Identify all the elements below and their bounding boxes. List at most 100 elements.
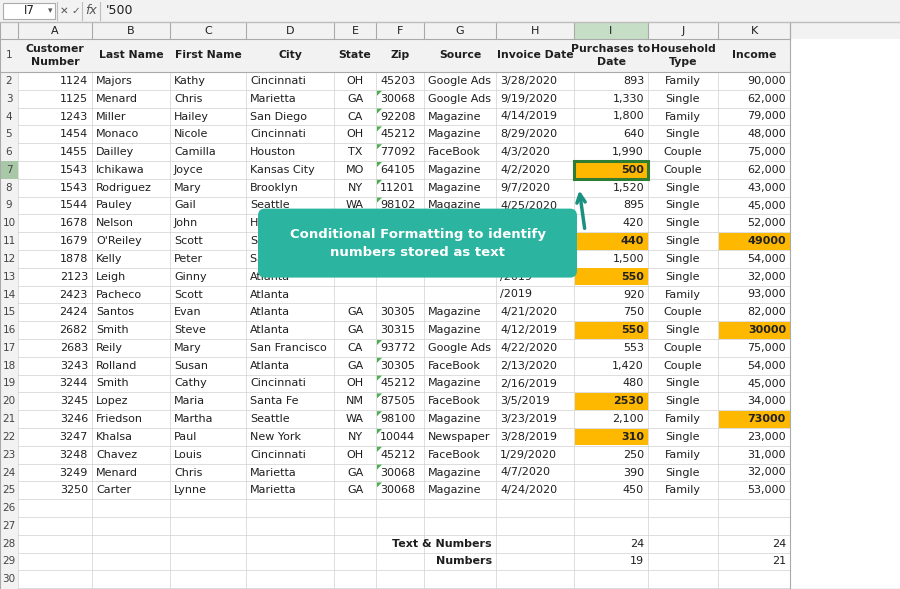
Text: New York: New York [250, 432, 301, 442]
Text: Numbers: Numbers [436, 557, 492, 567]
Text: fx: fx [86, 5, 97, 18]
Text: 10044: 10044 [380, 432, 415, 442]
Text: 62,000: 62,000 [747, 94, 786, 104]
Text: 3245: 3245 [59, 396, 88, 406]
Text: 4/21/2020: 4/21/2020 [500, 307, 557, 317]
Text: Atlanta: Atlanta [250, 290, 290, 299]
Text: 3/28/2019: 3/28/2019 [500, 432, 557, 442]
Bar [0, 464, 18, 481]
Text: 3/23/2019: 3/23/2019 [500, 414, 557, 424]
Text: State: State [338, 51, 372, 61]
Bar [0, 90, 18, 108]
Text: Cincinnati: Cincinnati [250, 449, 306, 459]
Text: San Francisco: San Francisco [250, 343, 327, 353]
Text: WA: WA [346, 200, 364, 210]
Bar [0, 499, 18, 517]
Text: Lopez: Lopez [96, 396, 129, 406]
Bar [18, 22, 92, 39]
Text: E: E [352, 25, 358, 35]
Text: Single: Single [666, 379, 700, 389]
Text: K: K [751, 25, 758, 35]
Text: 11201: 11201 [380, 183, 415, 193]
Bar [3, 3, 55, 19]
Text: FaceBook: FaceBook [428, 449, 481, 459]
Text: /2019: /2019 [500, 290, 532, 299]
Text: /2019: /2019 [500, 272, 532, 282]
Text: 1,420: 1,420 [612, 360, 644, 370]
Text: 26: 26 [3, 503, 15, 513]
Text: Magazine: Magazine [428, 325, 482, 335]
Text: 4: 4 [5, 111, 13, 121]
Bar [496, 22, 574, 39]
Text: Kelly: Kelly [96, 254, 122, 264]
Text: 4/25/2020: 4/25/2020 [500, 200, 557, 210]
Text: Ichikawa: Ichikawa [96, 165, 145, 175]
Text: GA: GA [346, 468, 363, 478]
Text: Mary: Mary [174, 183, 202, 193]
Text: 13: 13 [3, 272, 15, 282]
Text: Scott: Scott [174, 290, 203, 299]
Text: 24: 24 [3, 468, 15, 478]
Bar [574, 393, 647, 410]
Text: ▾: ▾ [48, 6, 52, 15]
Text: G: G [455, 25, 464, 35]
Text: 30305: 30305 [380, 307, 415, 317]
Text: GA: GA [346, 485, 363, 495]
Text: Marietta: Marietta [250, 485, 297, 495]
Text: 30068: 30068 [380, 94, 415, 104]
Text: Cincinnati: Cincinnati [250, 76, 306, 86]
Text: Lynne: Lynne [174, 485, 207, 495]
Text: 5: 5 [5, 130, 13, 140]
Text: J: J [681, 25, 685, 35]
Text: Houston: Houston [250, 147, 296, 157]
Text: Cincinnati: Cincinnati [250, 130, 306, 140]
Bar [0, 286, 18, 303]
Polygon shape [377, 340, 382, 345]
Text: Miller: Miller [96, 111, 127, 121]
Text: ✓: ✓ [72, 6, 80, 16]
Text: 79,000: 79,000 [747, 111, 786, 121]
Text: 2/13/2020: 2/13/2020 [500, 360, 557, 370]
Text: Customer
Number: Customer Number [25, 44, 85, 67]
Text: Carter: Carter [96, 485, 131, 495]
Text: Invoice Date: Invoice Date [497, 51, 573, 61]
Text: 30068: 30068 [380, 468, 415, 478]
Text: 640: 640 [623, 130, 644, 140]
Text: 3: 3 [5, 94, 13, 104]
Text: 48,000: 48,000 [747, 130, 786, 140]
Polygon shape [377, 127, 382, 131]
Text: 2683: 2683 [59, 343, 88, 353]
Text: San Diego: San Diego [250, 111, 307, 121]
Text: 54,000: 54,000 [747, 254, 786, 264]
Polygon shape [377, 393, 382, 398]
Text: Family: Family [665, 111, 701, 121]
Text: Paul: Paul [174, 432, 197, 442]
Text: 30000: 30000 [748, 325, 786, 335]
Bar [246, 22, 334, 39]
Text: 98102: 98102 [380, 200, 416, 210]
Text: 3248: 3248 [59, 449, 88, 459]
Bar [574, 233, 647, 250]
Text: OH: OH [346, 76, 364, 86]
Text: O'Reiley: O'Reiley [96, 236, 142, 246]
Text: Menard: Menard [96, 468, 138, 478]
Text: 90,000: 90,000 [747, 76, 786, 86]
Text: 250: 250 [623, 449, 644, 459]
Text: OH: OH [346, 130, 364, 140]
Text: 32,000: 32,000 [747, 468, 786, 478]
Text: 7: 7 [5, 165, 13, 175]
Bar [0, 22, 18, 39]
Text: Kansas City: Kansas City [250, 165, 315, 175]
Text: 30305: 30305 [380, 360, 415, 370]
Bar [718, 411, 789, 428]
Bar [0, 410, 18, 428]
Text: Maria: Maria [174, 396, 205, 406]
Text: 45203: 45203 [380, 76, 415, 86]
Text: Seattle: Seattle [250, 236, 290, 246]
Text: 53,000: 53,000 [748, 485, 786, 495]
Text: Nelson: Nelson [96, 219, 134, 229]
Text: 1543: 1543 [60, 183, 88, 193]
Text: 6: 6 [5, 147, 13, 157]
Text: Cathy: Cathy [174, 379, 207, 389]
Text: 87505: 87505 [380, 396, 415, 406]
